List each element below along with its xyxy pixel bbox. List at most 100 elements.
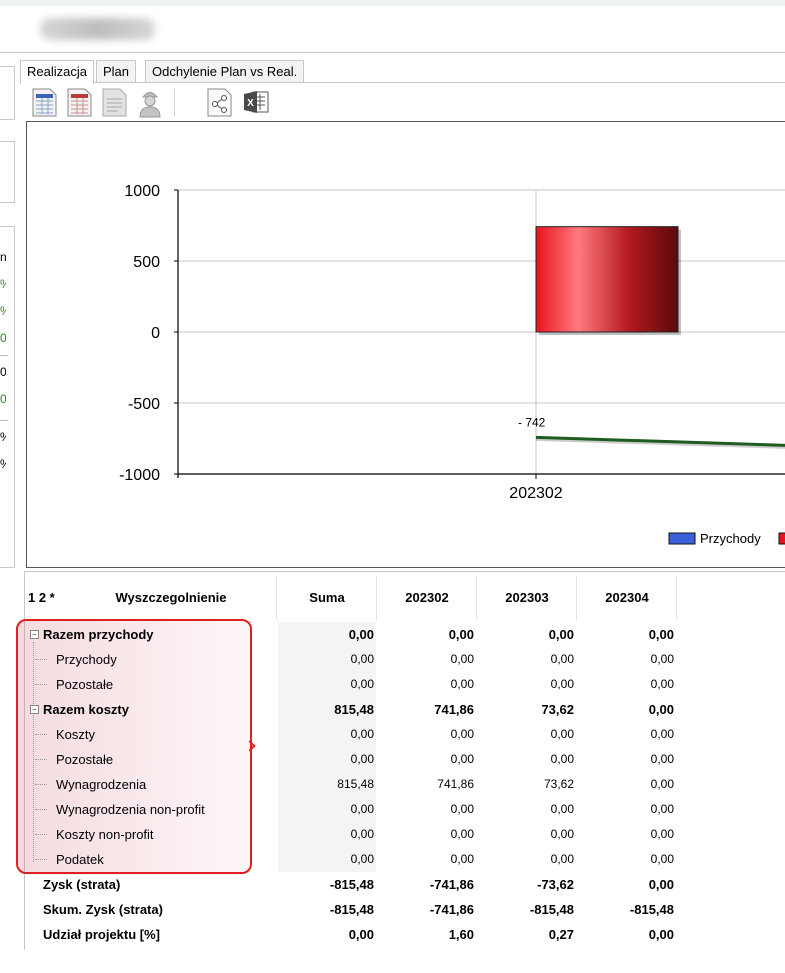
left-panel-fragment: n: [0, 250, 6, 264]
legend-label-przychody: Przychody: [700, 531, 761, 546]
cell-value: 0,00: [450, 652, 474, 666]
tab-plan[interactable]: Plan: [96, 60, 137, 83]
table-row[interactable]: Skum. Zysk (strata) -815,48 -741,86 -815,48…: [26, 897, 785, 922]
highlight-annotation: [16, 619, 252, 874]
grid-level-markers[interactable]: 1 2 *: [28, 590, 55, 605]
tab-odchylenie[interactable]: Odchylenie Plan vs Real.: [145, 60, 305, 83]
tree-connector: [35, 809, 47, 810]
row-label: Skum. Zysk (strata): [43, 902, 163, 917]
left-panel-fragment: %: [0, 277, 6, 291]
report-table-red-icon[interactable]: [65, 86, 95, 118]
cell-value: 815,48: [334, 702, 374, 717]
grid-header-suma[interactable]: Suma: [309, 590, 345, 605]
cell-value: 0,00: [648, 927, 674, 942]
title-bar: [0, 0, 785, 53]
cell-value: 0,00: [350, 827, 374, 841]
cell-value: 0,00: [450, 752, 474, 766]
bar-e8141e: [535, 226, 679, 333]
share-icon[interactable]: [205, 86, 235, 118]
row-label: Zysk (strata): [43, 877, 121, 892]
toolbar-separator: [174, 88, 175, 116]
cell-value: 73,62: [543, 777, 574, 791]
cell-value: 0,00: [550, 677, 574, 691]
collapse-toggle-icon[interactable]: −: [30, 630, 39, 639]
row-label: Koszty: [56, 727, 96, 742]
cell-value: 0,00: [550, 652, 574, 666]
left-panel-box-middle: [0, 141, 15, 203]
document-gray-icon[interactable]: [100, 86, 130, 118]
table-row[interactable]: Podatek 0,00 0,00 0,00 0,00: [26, 847, 785, 872]
table-row[interactable]: Koszty 0,00 0,00 0,00 0,00: [26, 722, 785, 747]
table-row[interactable]: Udział projektu [%] 0,00 1,60 0,27 0,00: [26, 922, 785, 947]
legend-swatch-przychody: [668, 532, 696, 545]
sum-column-background: [278, 622, 376, 872]
cell-value: 0,00: [548, 627, 574, 642]
row-label: Podatek: [56, 852, 104, 867]
y-tick-label: -500: [128, 396, 160, 413]
cell-value: -815,48: [329, 902, 374, 917]
cell-value: 0,00: [350, 802, 374, 816]
header-separator: [276, 576, 277, 620]
report-table-icon[interactable]: [30, 86, 60, 118]
table-row[interactable]: Wynagrodzenia 815,48 741,86 73,62 0,00: [26, 772, 785, 797]
cell-value: 0,00: [648, 877, 674, 892]
tab-realizacja[interactable]: Realizacja: [20, 60, 94, 84]
cell-value: 0,00: [348, 927, 374, 942]
grid-header-202304[interactable]: 202304: [605, 590, 649, 605]
row-label: Wynagrodzenia: [56, 777, 147, 792]
tree-connector: [35, 734, 47, 735]
table-row[interactable]: − Razem przychody 0,00 0,00 0,00 0,00: [26, 622, 785, 647]
cell-value: 0,00: [550, 802, 574, 816]
cell-value: -815,48: [329, 877, 374, 892]
series-line: [535, 435, 785, 447]
row-label: Razem przychody: [43, 627, 154, 642]
row-label: Pozostałe: [56, 677, 114, 692]
legend-swatch-second-series: [778, 532, 785, 545]
grid-header-202303[interactable]: 202303: [505, 590, 549, 605]
cell-value: 0,00: [448, 627, 474, 642]
cell-value: -741,86: [429, 902, 474, 917]
cell-value: 0,00: [650, 677, 674, 691]
cell-value: 0,00: [550, 727, 574, 741]
row-label: Razem koszty: [43, 702, 129, 717]
grid-header-label[interactable]: Wyszczegolnienie: [115, 590, 227, 605]
cell-value: 0,00: [550, 852, 574, 866]
tree-connector: [33, 642, 34, 862]
collapse-toggle-icon[interactable]: −: [30, 705, 39, 714]
table-row[interactable]: Zysk (strata) -815,48 -741,86 -73,62 0,00: [26, 872, 785, 897]
left-panel-fragment: %: [0, 304, 6, 318]
row-label: Przychody: [56, 652, 117, 667]
left-panel-box-top: [0, 66, 15, 120]
x-tick-label: 202302: [509, 485, 562, 502]
worker-icon[interactable]: [135, 86, 165, 118]
cell-value: 0,00: [450, 827, 474, 841]
cell-value: -815,48: [529, 902, 574, 917]
table-row[interactable]: Przychody 0,00 0,00 0,00 0,00: [26, 647, 785, 672]
cell-value: 0,00: [348, 627, 374, 642]
cell-value: 0,27: [548, 927, 574, 942]
table-row[interactable]: Pozostałe 0,00 0,00 0,00 0,00: [26, 747, 785, 772]
table-row[interactable]: Wynagrodzenia non-profit 0,00 0,00 0,00 0,00: [26, 797, 785, 822]
y-tick-label: 500: [133, 254, 160, 271]
cell-value: 0,00: [648, 627, 674, 642]
table-row[interactable]: Koszty non-profit 0,00 0,00 0,00 0,00: [26, 822, 785, 847]
cell-value: 0,00: [650, 777, 674, 791]
cell-value: 0,00: [350, 677, 374, 691]
excel-export-icon[interactable]: X: [242, 86, 272, 118]
left-panel-fragment: %: [0, 457, 6, 471]
table-row[interactable]: Pozostałe 0,00 0,00 0,00 0,00: [26, 672, 785, 697]
header-separator: [576, 576, 577, 620]
table-row[interactable]: − Razem koszty 815,48 741,86 73,62 0,00: [26, 697, 785, 722]
cell-value: 0,00: [350, 852, 374, 866]
left-divider: [0, 355, 8, 356]
row-label: Pozostałe: [56, 752, 114, 767]
blurred-title: [40, 18, 155, 40]
cell-value: 0,00: [450, 727, 474, 741]
grid-header-202302[interactable]: 202302: [405, 590, 449, 605]
cell-value: 0,00: [650, 652, 674, 666]
header-separator: [376, 576, 377, 620]
left-panel-fragment: 0: [0, 392, 6, 406]
cell-value: 0,00: [650, 827, 674, 841]
cell-value: 0,00: [450, 852, 474, 866]
tree-connector: [35, 759, 47, 760]
